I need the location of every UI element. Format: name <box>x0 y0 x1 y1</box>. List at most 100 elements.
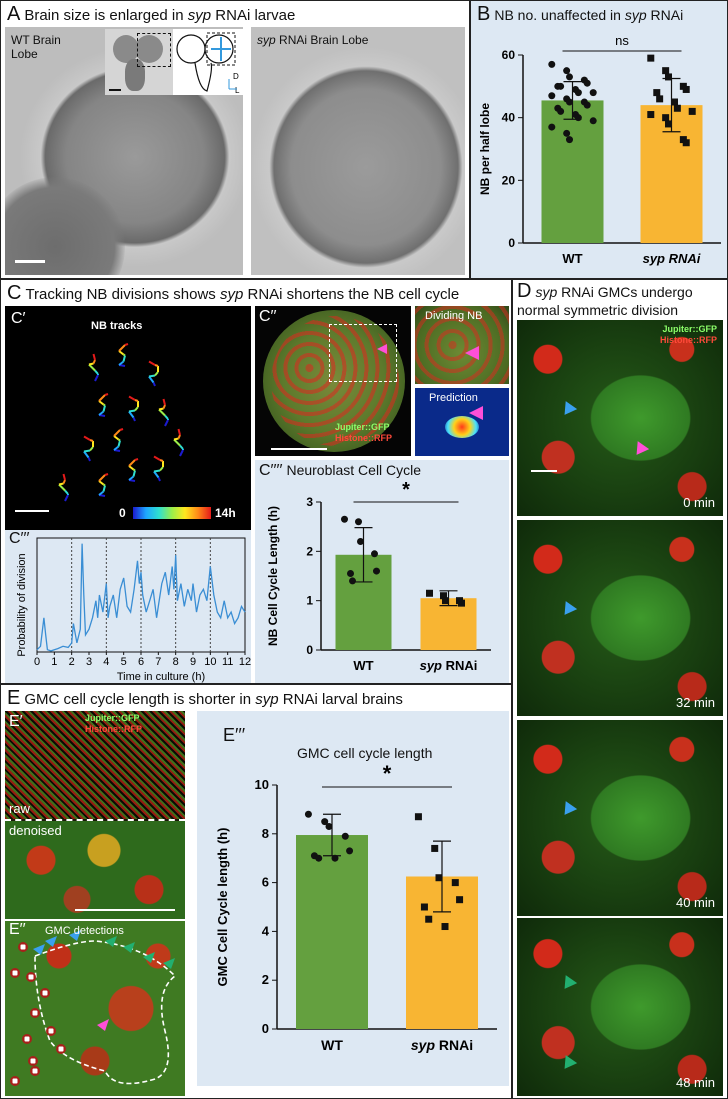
panel-c-title: C Tracking NB divisions shows syp RNAi sh… <box>7 282 460 304</box>
track-segment <box>98 474 106 482</box>
brain-inset <box>105 29 173 95</box>
gmc-detection-marker <box>24 1036 30 1042</box>
track-segment <box>117 440 121 447</box>
data-point <box>548 60 556 68</box>
track-segment <box>98 490 105 496</box>
raw-label: raw <box>9 801 30 816</box>
track-segment <box>62 473 66 481</box>
data-point <box>431 844 439 852</box>
track-segment <box>113 429 121 437</box>
gmc-detection-marker <box>42 990 48 996</box>
x-tick-label: 0 <box>34 656 40 668</box>
e3-panel: E′′′ GMC cell cycle length 0 2 4 6 8 10 GMC Ce… <box>197 711 509 1086</box>
track-segment <box>102 485 106 492</box>
y-tick-label: 10 <box>255 777 269 792</box>
gmc-detection-marker <box>20 944 26 950</box>
data-point <box>451 879 459 887</box>
data-point <box>425 915 433 923</box>
panel-b: B NB no. unaffected in syp RNAi 0 20 40 60 NB… <box>470 0 728 279</box>
data-point <box>346 847 354 855</box>
track-segment <box>83 450 90 459</box>
track-segment <box>98 394 106 402</box>
track-segment <box>164 414 169 420</box>
track-segment <box>89 446 94 452</box>
track-segment <box>92 353 96 361</box>
track-segment <box>94 369 99 375</box>
data-point <box>426 589 433 597</box>
blue-arrow-icon <box>69 930 81 941</box>
track-segment <box>58 482 64 486</box>
track-segment <box>179 444 184 450</box>
y-tick-label: 2 <box>262 972 269 987</box>
green-arrow-icon <box>558 975 578 993</box>
x-tick-label: 6 <box>138 656 144 668</box>
d-green-label: Jupiter::GFP <box>662 324 717 334</box>
prediction-image: Prediction <box>415 388 509 456</box>
y-axis-label: NB per half lobe <box>478 103 492 195</box>
timestamp-label: 40 min <box>675 895 715 910</box>
data-point <box>563 129 571 137</box>
x-tick-label: syp RNAi <box>411 1037 473 1053</box>
data-point <box>574 114 582 122</box>
track-segment <box>122 353 126 357</box>
data-point <box>673 104 681 112</box>
e2-title: GMC detections <box>45 925 124 937</box>
data-point <box>442 597 449 605</box>
x-tick-label: 11 <box>222 656 233 668</box>
green-arrow-icon <box>163 958 175 969</box>
green-arrow-icon <box>105 936 117 947</box>
significance-label: ns <box>615 33 629 48</box>
gmc-detection-marker <box>58 1046 64 1052</box>
raw-denoised-divider <box>5 819 185 821</box>
track-segment <box>102 483 106 487</box>
x-tick-label: 3 <box>86 656 92 668</box>
x-tick-label-em: syp <box>411 1037 436 1053</box>
track-segment <box>89 439 94 442</box>
track-segment <box>64 494 69 502</box>
track-segment <box>173 438 181 447</box>
track-segment <box>83 449 91 453</box>
x-tick-label: 4 <box>103 656 109 668</box>
timelapse-frame: 40 min <box>517 720 723 916</box>
y-tick-label: 6 <box>262 875 269 890</box>
axis-l-label: L <box>235 86 240 95</box>
pink-arrow-icon <box>630 441 650 459</box>
y-tick-label: 60 <box>502 48 516 62</box>
x-tick-label-rest: RNAi <box>435 1037 473 1053</box>
gmc-detection-marker <box>12 1078 18 1084</box>
y-axis-label: GMC Cell Cycle length (h) <box>215 828 230 987</box>
y-tick-label: 1 <box>306 594 313 608</box>
pink-arrow-icon <box>377 344 387 354</box>
data-point <box>347 570 354 578</box>
x-tick-label: 2 <box>69 656 75 668</box>
blue-arrow-icon <box>33 944 45 955</box>
data-point <box>566 73 573 81</box>
y-tick-label: 0 <box>508 236 515 250</box>
data-point <box>566 98 573 106</box>
panel-a-title: A Brain size is enlarged in syp RNAi larv… <box>7 3 296 25</box>
c3-label: C′′′ <box>9 530 30 547</box>
scale-bar <box>75 909 175 911</box>
data-point <box>566 136 573 144</box>
bar <box>296 835 368 1029</box>
colorbar <box>133 507 211 519</box>
y-tick-label: 4 <box>262 923 270 938</box>
data-point <box>656 95 664 103</box>
scale-bar <box>271 448 327 450</box>
bar <box>420 598 477 650</box>
data-point <box>331 854 339 862</box>
panel-e: E GMC cell cycle length is shorter in syp… <box>0 684 512 1099</box>
significance-label: * <box>383 765 392 786</box>
track-segment <box>92 359 96 364</box>
track-segment <box>173 437 179 441</box>
y-tick-label: 3 <box>306 495 313 509</box>
data-point <box>548 123 556 131</box>
timelapse-frame: 32 min <box>517 520 723 716</box>
scale-bar <box>531 470 557 472</box>
gmc-detection-marker <box>48 1028 54 1034</box>
data-point <box>441 923 449 931</box>
blue-arrow-icon <box>45 936 57 947</box>
x-tick-label: 1 <box>51 656 57 668</box>
